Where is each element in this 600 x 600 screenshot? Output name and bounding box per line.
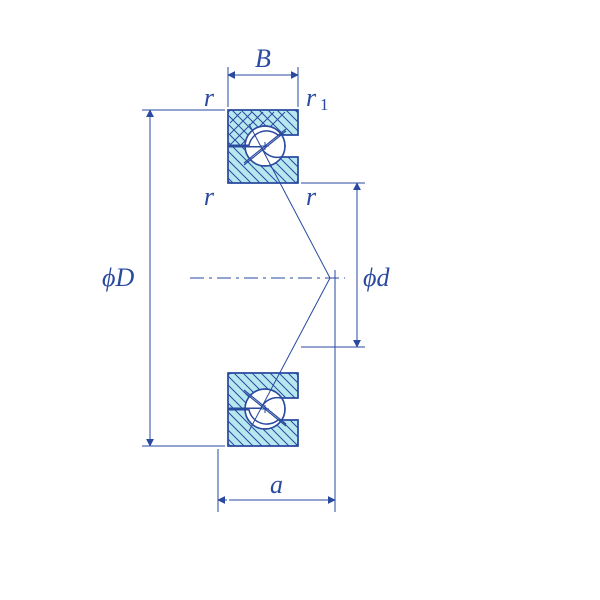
label-r1: r	[306, 83, 317, 112]
label-a: a	[270, 470, 283, 499]
bearing-cross-section-diagram: ϕDϕdBarr1rr	[0, 0, 600, 600]
label-r-top-left: r	[204, 83, 215, 112]
label-phi-D: ϕD	[102, 263, 134, 292]
label-B: B	[255, 44, 271, 73]
label-r-inner-right: r	[306, 182, 317, 211]
label-phi-d: ϕd	[363, 263, 390, 292]
label-r1-sub: 1	[320, 95, 329, 114]
label-r-inner-left: r	[204, 182, 215, 211]
contact-angle-line-bot	[249, 278, 330, 431]
contact-angle-line-top	[249, 124, 330, 278]
